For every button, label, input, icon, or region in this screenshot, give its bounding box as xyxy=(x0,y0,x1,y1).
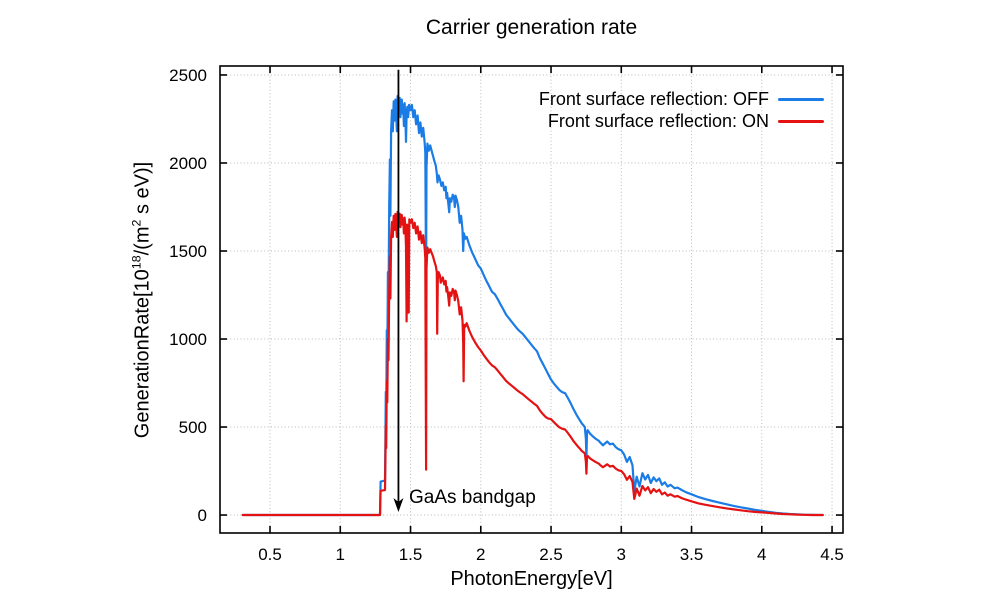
y-tick-label: 1000 xyxy=(169,330,207,349)
bandgap-arrow-head xyxy=(393,498,404,513)
x-axis-title: PhotonEnergy[eV] xyxy=(450,568,613,590)
x-tick-label: 1.5 xyxy=(399,545,423,564)
chart-title: Carrier generation rate xyxy=(425,16,638,39)
x-tick-label: 3 xyxy=(617,545,626,564)
x-tick-labels: 0.5 1 1.5 2 2.5 3 3.5 4 4.5 xyxy=(258,545,844,564)
legend-line-sample-off xyxy=(778,97,824,101)
tick-marks xyxy=(220,66,843,533)
y-tick-label: 2500 xyxy=(169,66,207,85)
legend-line-sample-on xyxy=(778,119,824,123)
x-tick-label: 0.5 xyxy=(258,545,282,564)
x-tick-label: 1 xyxy=(336,545,345,564)
y-tick-label: 500 xyxy=(179,418,207,437)
legend-item-reflection-off: Front surface reflection: OFF xyxy=(539,88,824,110)
plot-frame xyxy=(219,65,844,534)
y-tick-label: 0 xyxy=(198,506,207,525)
y-tick-labels: 0 500 1000 1500 2000 2500 xyxy=(169,66,207,525)
x-tick-label: 2.5 xyxy=(539,545,563,564)
y-axis-title-units: /(m xyxy=(131,226,154,256)
x-tick-label: 3.5 xyxy=(680,545,704,564)
x-tick-label: 2 xyxy=(476,545,485,564)
series-line-reflection-off xyxy=(241,95,824,517)
y-tick-label: 2000 xyxy=(169,154,207,173)
y-axis-title-text: GenerationRate[10 xyxy=(131,269,154,439)
gridlines xyxy=(220,66,843,533)
y-axis-title: GenerationRate[1018/(m2 s eV)] xyxy=(130,162,155,438)
series-line-reflection-on xyxy=(241,210,824,517)
y-axis-title-units-end: s eV)] xyxy=(131,161,154,220)
x-tick-label: 4.5 xyxy=(820,545,844,564)
y-axis-title-superscript-m2: 2 xyxy=(129,219,144,227)
legend-item-reflection-on: Front surface reflection: ON xyxy=(539,110,824,132)
legend: Front surface reflection: OFF Front surf… xyxy=(539,88,824,132)
y-tick-label: 1500 xyxy=(169,242,207,261)
annotation-gaas-bandgap-label: GaAs bandgap xyxy=(409,487,536,508)
legend-label-on: Front surface reflection: ON xyxy=(547,110,769,131)
legend-label-off: Front surface reflection: OFF xyxy=(538,88,769,109)
y-axis-title-superscript-exp: 18 xyxy=(129,255,144,270)
x-tick-label: 4 xyxy=(757,545,766,564)
